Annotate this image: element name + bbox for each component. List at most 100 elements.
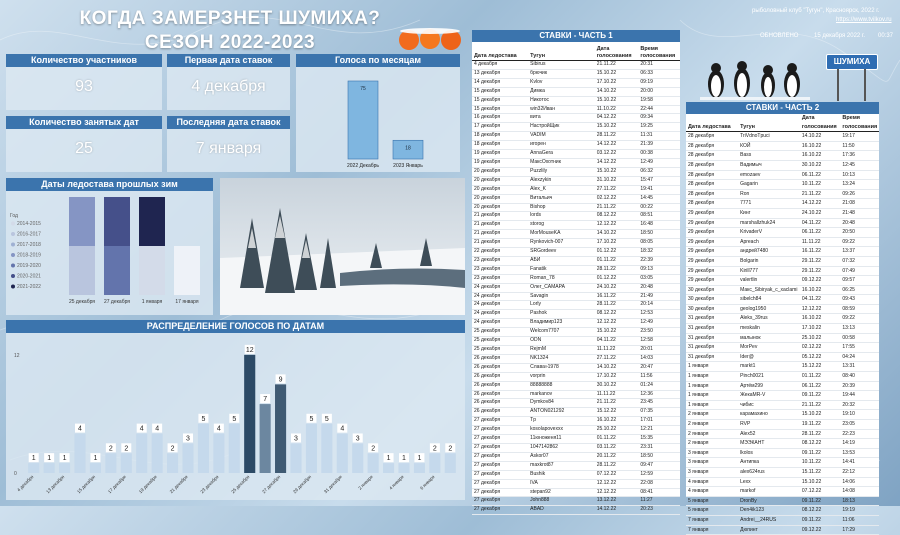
dist-bar: [228, 423, 240, 473]
table-cell: 08:59: [840, 304, 879, 315]
table-cell: Ider@: [738, 352, 800, 363]
table-cell: valertlin: [738, 275, 800, 286]
month-bar: [392, 139, 424, 160]
table-cell: 04.11.22: [799, 218, 841, 229]
dist-bar: [321, 423, 333, 473]
table-row: 28 декабря Bass 16.10.22 17:36: [686, 150, 879, 161]
month-chart-panel: Голоса по месяцам 75 2022 Декабрь 18 2023 Я…: [296, 54, 460, 172]
table-cell: 15.10.22: [594, 167, 639, 177]
table-cell: Дюпинт: [738, 525, 800, 535]
table-row: 30 декабря geolog1950 12.12.22 08:59: [686, 304, 879, 315]
table-cell: Антипка: [738, 457, 800, 468]
table-cell: 15.10.22: [594, 69, 639, 79]
dist-category-label: 21 декабря: [169, 474, 189, 494]
table-cell: 25 декабря: [472, 327, 529, 338]
table-cell: 07.12.22: [594, 470, 639, 480]
table-row: 23 декабря Fanatik 28.11.22 09:13: [472, 265, 680, 275]
table-cell: Alex52: [738, 429, 800, 440]
table-row: 25 декабря ODN 04.11.22 12:58: [472, 336, 680, 346]
dist-bar: [444, 453, 456, 473]
table-cell: 4 января: [686, 477, 739, 488]
table-cell: 17.10.22: [594, 238, 639, 249]
kpi-label: Количество занятых дат: [6, 116, 162, 129]
dist-category-label: 19 декабря: [138, 474, 158, 494]
table-cell: 22:39: [638, 256, 680, 266]
past-winter-category-label: 25 декабря: [69, 299, 95, 305]
table-row: 26 декабря 88888888 30.10.22 01:24: [472, 381, 680, 391]
table-row: 7 января Andrei__24RUS 09.11.22 11:06: [686, 515, 879, 526]
table-cell: 20:14: [638, 300, 680, 311]
table-cell: 18:32: [638, 247, 680, 257]
table-cell: Bushik: [528, 470, 595, 480]
month-category-label: 2023 Январь: [393, 163, 423, 169]
table-cell: 09.11.22: [799, 515, 841, 526]
past-winters-chart: Год 2014-2015 2016-2017 2017-2018 2018-2019 2…: [10, 197, 200, 305]
table-cell: Alexzykin: [528, 176, 595, 186]
table-cell: 08:51: [638, 211, 680, 222]
table-row: 27 декабря 11юноженя11 01.11.22 15:35: [472, 434, 680, 444]
dist-bar-label-bg: [136, 423, 147, 433]
table-cell: 29 декабря: [686, 246, 739, 257]
table-cell: 18:13: [840, 496, 879, 507]
table-row: 28 декабря Вадимыч 30.10.22 12:45: [686, 160, 879, 171]
month-bar: [347, 80, 379, 160]
table-cell: 1 января: [686, 400, 739, 411]
table-cell: Вадимыч: [738, 160, 800, 171]
dist-bar-label-bg: [90, 453, 101, 463]
dist-bar-label: 4: [155, 426, 159, 433]
table-cell: 13 декабря: [472, 69, 529, 79]
table-cell: Sibirus: [528, 60, 595, 70]
dist-chart-panel: РАСПРЕДЕЛЕНИЕ ГОЛОСОВ ПО ДАТАМ 0 12 1 4 дек…: [6, 320, 465, 500]
dist-bar-label: 2: [448, 445, 452, 452]
table-cell: 19:25: [638, 122, 680, 133]
table-cell: 26 декабря: [472, 372, 529, 382]
dist-bar-label-bg: [183, 433, 193, 443]
table-cell: markof: [738, 486, 800, 497]
table-cell: 28 декабря: [686, 189, 739, 200]
dist-bar: [167, 453, 179, 473]
table-cell: вита: [528, 113, 595, 124]
table-cell: 22:08: [638, 479, 680, 489]
month-category-label: 2022 Декабрь: [347, 163, 379, 169]
table-row: 31 декабря Aleks_39rus 16.10.22 09:22: [686, 313, 879, 325]
table-header-row: Дата ледостава Тугун Дата голосования Время…: [472, 42, 680, 61]
table-row: 2 января карамахино 15.10.22 19:10: [686, 409, 879, 420]
table-row: 24 декабря Олег_САМАРА 24.10.22 20:48: [472, 283, 680, 293]
table-cell: 20:32: [840, 400, 879, 411]
table1-title: СТАВКИ - ЧАСТЬ 1: [472, 30, 680, 42]
table-cell: KrivaderV: [738, 227, 800, 238]
table-cell: 29.11.22: [799, 266, 841, 277]
table-cell: 08.12.22: [799, 505, 841, 516]
dist-category-label: 15 декабря: [76, 474, 96, 494]
table-row: 26 декабря Слава»1978 14.10.22 20:47: [472, 363, 680, 373]
table-row: 7 января Дюпинт 09.12.22 17:29: [686, 525, 879, 535]
table-cell: 31.10.22: [594, 176, 639, 186]
kpi-value: 93: [75, 78, 93, 95]
table-cell: 20 декабря: [472, 176, 529, 186]
table-cell: 14.10.22: [594, 363, 639, 373]
winter-photo: [220, 178, 465, 315]
legend-swatch: [11, 221, 15, 226]
site-link[interactable]: https://www.tvilkov.ru: [836, 17, 892, 23]
club-label: рыболовный клуб "Тугун", Красноярск, 202…: [752, 8, 880, 14]
table-cell: 00:38: [638, 149, 680, 159]
table-row: 26 декабря markanov 11.11.22 12:36: [472, 390, 680, 400]
dist-bar-label: 1: [417, 455, 421, 462]
y-tick-label: 12: [14, 353, 20, 359]
table-cell: 27 декабря: [472, 416, 529, 427]
legend-swatch: [11, 284, 15, 289]
table-cell: 15:35: [638, 434, 680, 444]
table-cell: 3 января: [686, 448, 739, 459]
table-cell: 24 декабря: [472, 300, 529, 311]
table-row: 20 декабря Alexzykin 31.10.22 15:47: [472, 176, 680, 186]
table-cell: 19:44: [840, 390, 879, 401]
table-cell: 31 декабря: [686, 352, 739, 363]
table-cell: NK1324: [528, 354, 595, 364]
table-cell: 01.11.22: [799, 371, 841, 382]
table-cell: Gagarin: [738, 179, 800, 190]
table-cell: 11:27: [638, 496, 680, 507]
table-row: 20 декабря Витальич 02.12.22 14:45: [472, 194, 680, 204]
table-cell: 16.10.22: [799, 150, 841, 161]
dist-bar-label-bg: [75, 423, 85, 433]
table-cell: 15:47: [638, 176, 680, 186]
